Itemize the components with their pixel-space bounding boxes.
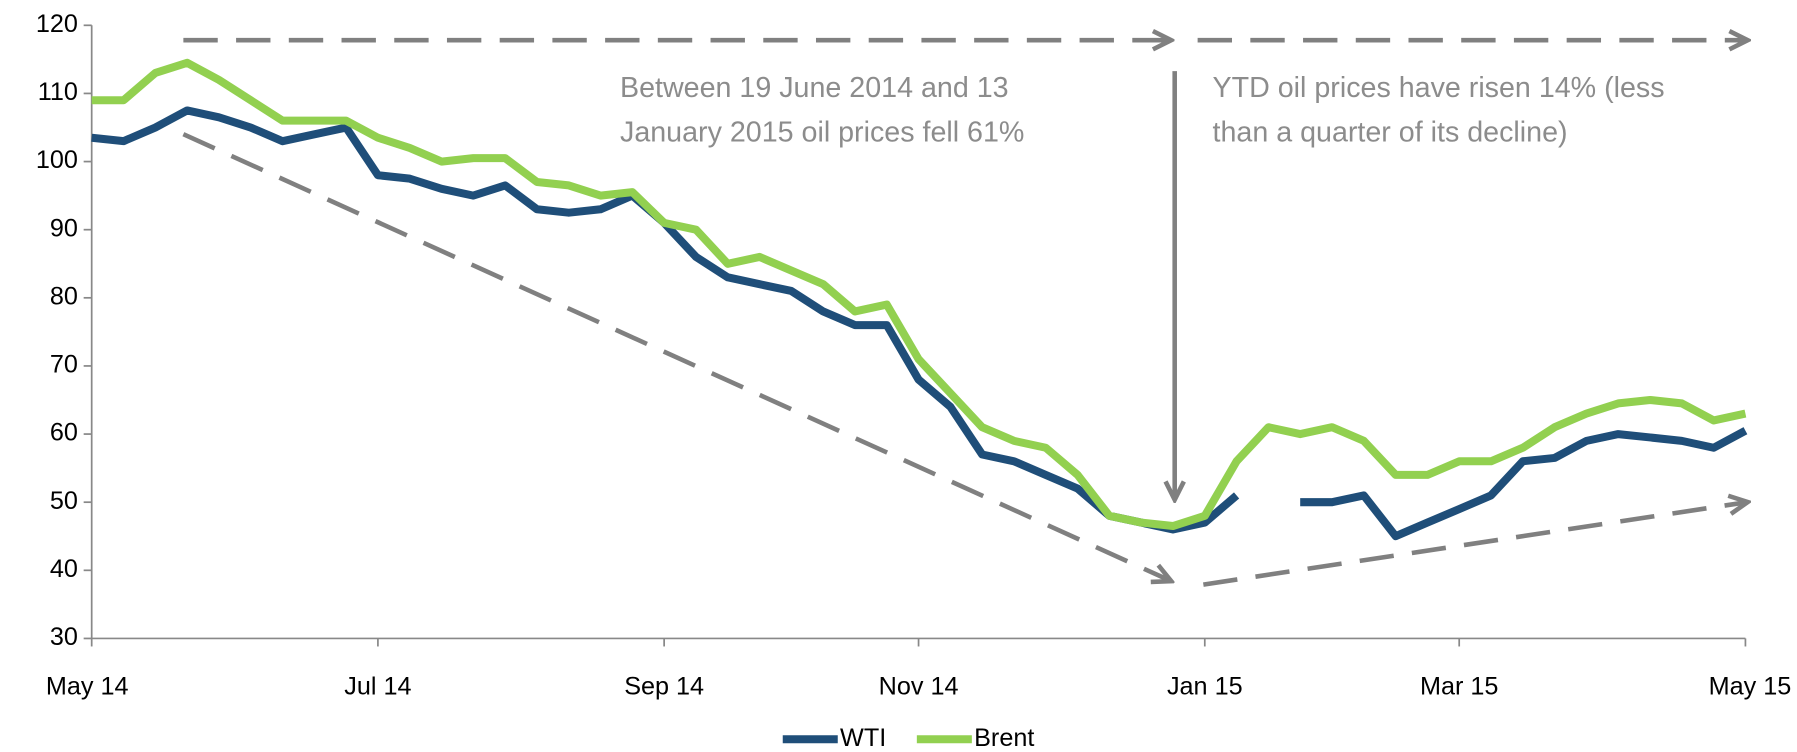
x-tick-label: Nov 14 — [879, 672, 959, 700]
legend-label: Brent — [974, 724, 1034, 752]
legend-label: WTI — [840, 724, 886, 752]
y-tick-label: 90 — [50, 214, 78, 242]
line-series — [91, 58, 1747, 531]
annotation: than a quarter of its decline) — [1213, 117, 1568, 149]
y-tick-label: 40 — [50, 555, 78, 583]
annotation: YTD oil prices have risen 14% (less — [1213, 72, 1665, 104]
y-tick-label: 70 — [50, 351, 78, 379]
x-tick-label: May 14 — [46, 672, 129, 700]
y-tick-label: 30 — [50, 623, 78, 651]
y-tick-label: 60 — [50, 419, 78, 447]
x-tick-label: Jan 15 — [1167, 672, 1243, 700]
x-tick-label: Jul 14 — [344, 672, 411, 700]
y-tick-label: 100 — [36, 146, 78, 174]
arrow — [1203, 502, 1747, 587]
line-series — [91, 106, 1748, 541]
y-tick-label: 120 — [36, 10, 78, 38]
arrow — [182, 132, 1171, 581]
annotation: Between 19 June 2014 and 13 — [620, 72, 1009, 104]
x-tick-label: May 15 — [1709, 672, 1792, 700]
y-tick-label: 80 — [50, 282, 78, 310]
y-tick-label: 110 — [38, 78, 78, 106]
x-tick-label: Sep 14 — [624, 672, 704, 700]
annotation: January 2015 oil prices fell 61% — [620, 117, 1024, 149]
x-tick-label: Mar 15 — [1420, 672, 1498, 700]
y-tick-label: 50 — [50, 487, 78, 515]
